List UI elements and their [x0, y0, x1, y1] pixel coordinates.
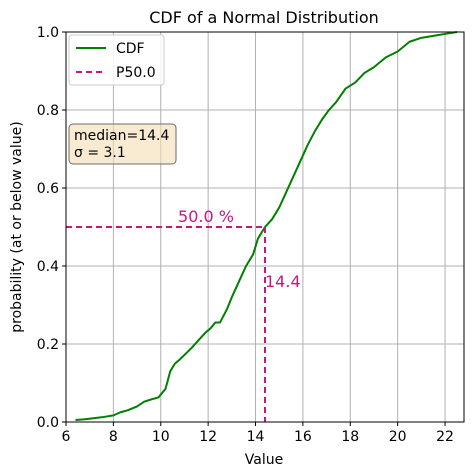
- stats-box-bg: [68, 123, 177, 165]
- x-tick-label: 20: [389, 429, 407, 445]
- chart-title: CDF of a Normal Distribution: [149, 8, 379, 27]
- y-tick-label: 0.0: [37, 415, 59, 431]
- series-layer: [66, 31, 458, 422]
- y-tick-label: 0.4: [37, 259, 59, 275]
- stats-median: median=14.4: [74, 128, 169, 144]
- stats-sigma: σ = 3.1: [74, 145, 126, 161]
- x-tick-label: 6: [62, 429, 71, 445]
- x-tick-label: 8: [109, 429, 118, 445]
- x-tick-label: 18: [341, 429, 359, 445]
- x-tick-label: 16: [294, 429, 312, 445]
- y-tick-label: 0.8: [37, 103, 59, 119]
- cdf-series-line: [75, 31, 458, 422]
- legend-cdf-label: CDF: [116, 41, 145, 57]
- y-tick-label: 1.0: [37, 25, 59, 41]
- x-tick-label: 10: [152, 429, 170, 445]
- x-tick-label: 22: [436, 429, 454, 445]
- grid-lines: [65, 31, 464, 423]
- y-tick-label: 0.6: [37, 181, 59, 197]
- x-tick-label: 14: [247, 429, 265, 445]
- axis-ticks: 6 8 10 12 14 16 18 20 22 0.0 0.2 0.4 0.6 0.8 1.0: [37, 25, 454, 445]
- y-axis-label: probability (at or below value): [9, 121, 25, 332]
- percentile-value-label: 14.4: [265, 272, 301, 291]
- percentile-percent-label: 50.0 %: [178, 207, 234, 226]
- y-tick-label: 0.2: [37, 337, 59, 353]
- x-axis-label: Value: [245, 452, 283, 468]
- x-tick-label: 12: [199, 429, 217, 445]
- plot-frame: [65, 31, 465, 423]
- legend: CDF P50.0: [68, 34, 165, 86]
- stats-box: median=14.4 σ = 3.1: [68, 123, 177, 165]
- legend-percentile-label: P50.0: [116, 65, 156, 81]
